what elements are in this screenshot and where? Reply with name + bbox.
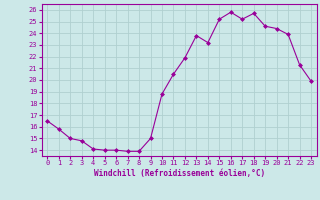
X-axis label: Windchill (Refroidissement éolien,°C): Windchill (Refroidissement éolien,°C) bbox=[94, 169, 265, 178]
